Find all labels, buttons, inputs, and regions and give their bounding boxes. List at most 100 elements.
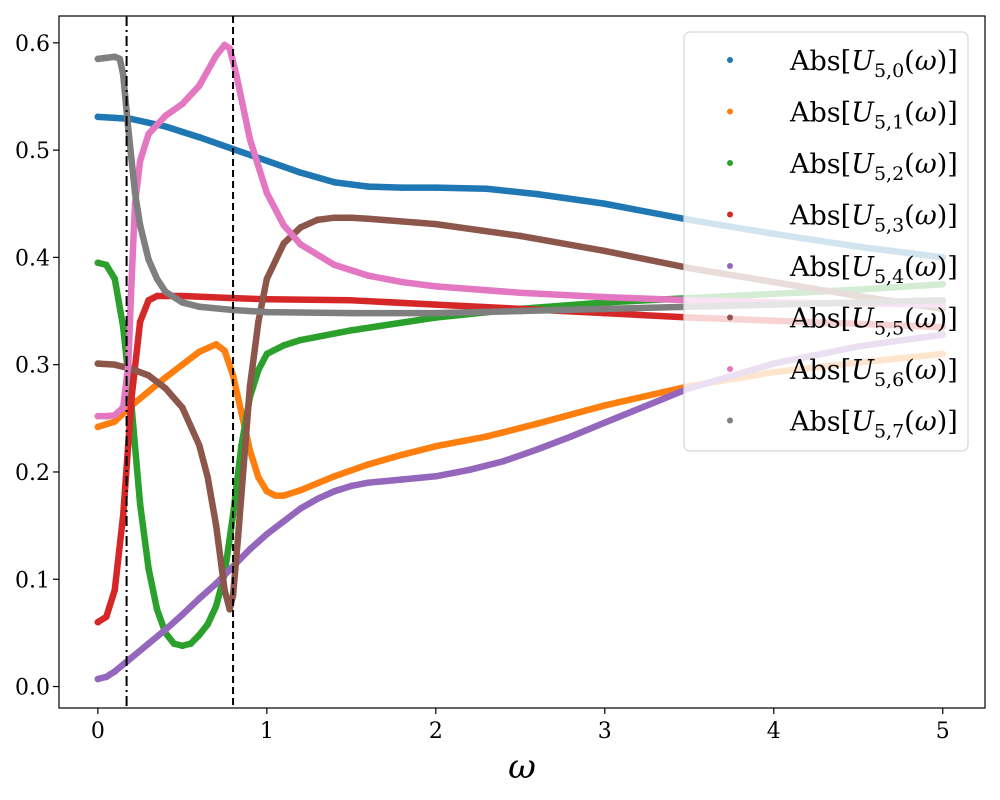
data-point: [162, 123, 169, 130]
data-point: [500, 457, 507, 465]
legend-marker: [727, 57, 733, 63]
data-point: [229, 372, 237, 379]
data-point: [128, 654, 135, 661]
legend-label: Abs[U5,3(ω)]: [789, 201, 958, 237]
data-point: [195, 631, 203, 639]
data-point: [348, 297, 355, 304]
data-point: [212, 341, 220, 348]
data-point: [187, 640, 195, 647]
legend-box: [683, 31, 969, 452]
data-point: [179, 611, 186, 618]
data-point: [297, 224, 304, 231]
data-point: [517, 307, 524, 315]
data-point: [145, 388, 152, 395]
data-point: [331, 178, 338, 186]
data-point: [162, 112, 169, 120]
data-point: [348, 309, 355, 317]
data-point: [601, 305, 609, 313]
legend-label: Abs[U5,7(ω)]: [789, 407, 958, 443]
plot-frame: [58, 15, 986, 709]
data-point: [280, 518, 288, 525]
data-point: [432, 472, 440, 480]
legend-marker: [727, 108, 733, 115]
data-point: [432, 442, 440, 450]
data-point: [348, 327, 355, 334]
data-point: [128, 393, 135, 401]
legend-label: Abs[U5,6(ω)]: [789, 355, 958, 391]
data-point: [398, 278, 406, 286]
x-tick-label: 0: [91, 719, 105, 744]
x-axis-ticks: 0 1 2 3 4 5: [91, 708, 950, 744]
data-point: [170, 640, 178, 647]
legend-item: Abs[U5,2(ω)]: [727, 149, 958, 185]
data-point: [364, 215, 372, 223]
data-point: [94, 412, 102, 420]
data-point: [221, 347, 228, 355]
data-point: [398, 476, 406, 483]
legend: Abs[U5,0(ω)] Abs[U5,1(ω)] Abs[U5,2(ω)] Abs[…: [683, 31, 969, 452]
data-point: [331, 472, 338, 480]
data-point: [212, 52, 220, 59]
data-point: [297, 241, 304, 248]
data-point: [567, 433, 575, 440]
data-point: [255, 474, 262, 481]
data-point: [432, 309, 440, 317]
reference-lines: [125, 16, 235, 708]
data-point: [263, 350, 271, 358]
data-point: [226, 606, 233, 613]
data-point: [145, 640, 152, 647]
data-point: [601, 419, 609, 426]
legend-item: Abs[U5,4(ω)]: [727, 252, 958, 288]
data-point: [94, 360, 102, 367]
data-point: [297, 486, 304, 494]
y-tick-label: 0.1: [15, 568, 50, 593]
data-point: [246, 447, 254, 454]
data-point: [331, 214, 338, 221]
data-point: [111, 411, 119, 419]
legend-marker: [727, 263, 733, 269]
data-point: [601, 402, 609, 409]
x-tick-label: 3: [598, 719, 612, 744]
data-point: [136, 221, 144, 229]
data-point: [145, 372, 152, 379]
data-point: [103, 261, 110, 269]
data-point: [229, 592, 237, 599]
data-point: [153, 606, 161, 613]
data-point: [103, 54, 110, 62]
data-point: [195, 348, 203, 356]
data-point: [145, 130, 152, 138]
data-point: [246, 136, 254, 143]
data-point: [103, 412, 110, 420]
data-point: [271, 492, 279, 499]
data-point: [136, 157, 144, 165]
data-point: [153, 292, 161, 300]
legend-marker: [727, 160, 733, 166]
data-point: [204, 621, 211, 628]
legend-marker: [727, 314, 733, 321]
data-point: [483, 433, 490, 440]
data-point: [111, 586, 119, 594]
data-point: [364, 479, 372, 487]
series-line: [94, 341, 947, 499]
legend-item: Abs[U5,7(ω)]: [727, 407, 958, 443]
data-point: [263, 275, 271, 283]
data-point: [212, 580, 220, 587]
data-point: [229, 294, 237, 302]
data-point: [263, 530, 271, 538]
data-point: [111, 275, 119, 283]
data-point: [145, 256, 152, 263]
data-point: [145, 565, 152, 572]
data-point: [111, 668, 119, 675]
data-point: [364, 272, 372, 279]
data-point: [179, 100, 186, 108]
data-point: [314, 495, 321, 503]
x-tick-label: 5: [936, 719, 950, 744]
y-tick-label: 0.6: [15, 32, 50, 57]
data-point: [116, 55, 124, 63]
data-point: [179, 404, 186, 411]
data-point: [238, 409, 245, 417]
data-point: [111, 418, 119, 425]
data-point: [364, 183, 372, 190]
data-point: [204, 474, 211, 481]
